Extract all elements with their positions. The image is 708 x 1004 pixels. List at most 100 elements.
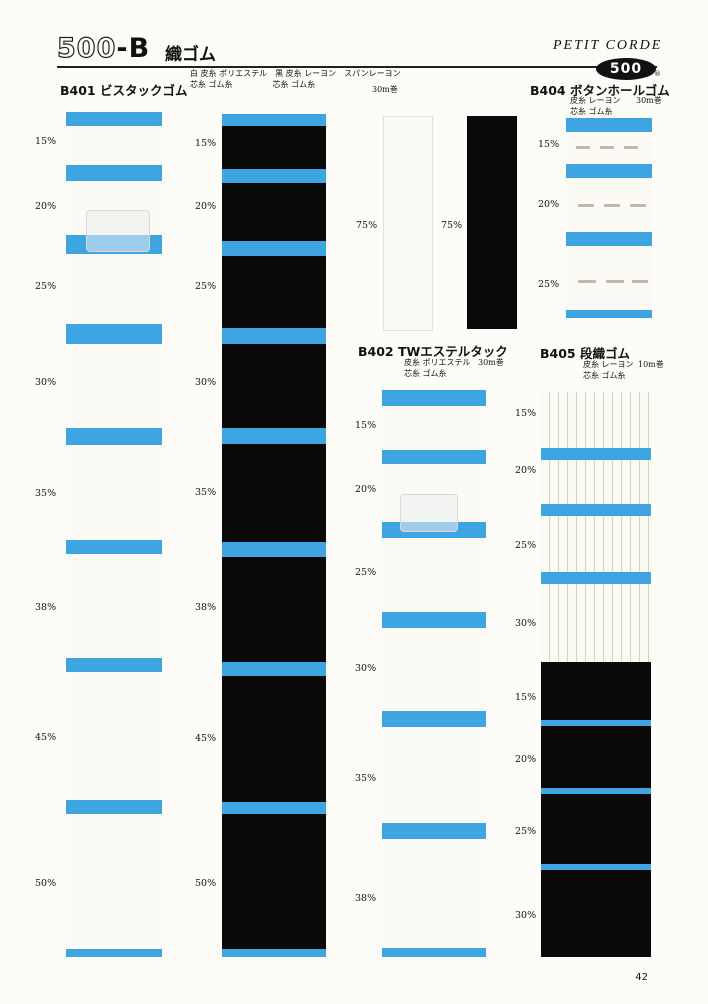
black-width-label: 50%: [195, 878, 217, 889]
b405-spec-outer: 皮糸 レーヨン: [583, 360, 634, 369]
black-width-label: 45%: [195, 733, 217, 744]
blue-divider: [382, 390, 486, 406]
b405-black-section: [541, 662, 651, 957]
b405-width-label: 15%: [515, 408, 537, 419]
blue-divider: [222, 428, 326, 444]
spec-line-1: 白 皮糸 ポリエステル 黒 皮糸 レーヨン スパンレーヨン: [190, 69, 401, 78]
blue-divider: [66, 800, 162, 814]
b401-width-label: 25%: [35, 281, 57, 292]
b404-card: [566, 118, 652, 318]
b405-width-label: 30%: [515, 618, 537, 629]
b401-width-label: 15%: [35, 136, 57, 147]
b405-width-label: 25%: [515, 826, 537, 837]
buttonhole: [578, 280, 596, 283]
b404-spec-core: 芯糸 ゴム糸: [570, 107, 613, 116]
blue-divider: [541, 572, 651, 584]
blue-divider: [66, 658, 162, 672]
buttonhole: [604, 204, 620, 207]
blue-divider: [222, 114, 326, 126]
black-width-label: 25%: [195, 281, 217, 292]
blue-divider: [566, 232, 652, 246]
b402-width-label: 25%: [355, 567, 377, 578]
buttonhole: [606, 280, 624, 283]
blue-divider: [222, 662, 326, 676]
blue-divider: [541, 788, 651, 794]
blue-divider: [222, 169, 326, 183]
black-width-label: 30%: [195, 377, 217, 388]
blue-divider: [66, 540, 162, 554]
blue-divider: [566, 310, 652, 318]
b402-spec-outer: 皮糸 ポリエステル: [404, 358, 471, 367]
b405-strip: [541, 392, 651, 957]
blue-divider: [222, 949, 326, 957]
buttonhole: [630, 204, 646, 207]
b404-title: B404 ボタンホールゴム: [530, 83, 670, 98]
b401-width-label: 45%: [35, 732, 57, 743]
blue-divider: [222, 802, 326, 814]
black-width-label: 38%: [195, 602, 217, 613]
b401-width-label: 50%: [35, 878, 57, 889]
span-white-width: 75%: [356, 220, 378, 231]
black-width-label: 15%: [195, 138, 217, 149]
b402-spec-core: 芯糸 ゴム糸: [404, 369, 447, 378]
blue-divider: [382, 823, 486, 839]
blue-divider: [566, 118, 652, 132]
black-width-label: 35%: [195, 487, 217, 498]
b402-width-label: 38%: [355, 893, 377, 904]
b404-width-label: 15%: [538, 139, 560, 150]
blue-divider: [66, 112, 162, 126]
black-elastic-strip: [222, 114, 326, 957]
b401-title: B401 ビスタックゴム: [60, 83, 188, 98]
blue-divider: [541, 504, 651, 516]
header-rule: [57, 66, 657, 68]
page-title: 織ゴム: [165, 45, 216, 65]
series-code: 500-B: [56, 32, 151, 64]
blue-divider: [222, 542, 326, 557]
buttonhole: [578, 204, 594, 207]
b401-width-label: 38%: [35, 602, 57, 613]
plastic-clip: [86, 210, 150, 252]
series-number: 500: [56, 32, 117, 64]
spec-line-2: 芯糸 ゴム糸 芯糸 ゴム糸: [190, 80, 316, 89]
b404-spec-outer: 皮糸 レーヨン: [570, 96, 621, 105]
b405-width-label: 25%: [515, 540, 537, 551]
b401-width-label: 35%: [35, 488, 57, 499]
plastic-clip: [400, 494, 458, 532]
b404-width-label: 20%: [538, 199, 560, 210]
b402-title: B402 TWエステルタック: [358, 344, 508, 359]
b405-roll: 10m巻: [638, 360, 664, 369]
buttonhole: [632, 280, 648, 283]
b405-width-label: 20%: [515, 754, 537, 765]
b401-strip: [66, 112, 162, 957]
b405-title: B405 段織ゴム: [540, 346, 630, 361]
b402-width-label: 20%: [355, 484, 377, 495]
b405-width-label: 30%: [515, 910, 537, 921]
series-suffix: -B: [116, 33, 151, 64]
blue-divider: [66, 949, 162, 957]
b405-white-ribbed: [541, 392, 651, 662]
blue-divider: [541, 720, 651, 726]
b404-strip: [566, 118, 652, 318]
b401-width-label: 30%: [35, 377, 57, 388]
black-width-label: 20%: [195, 201, 217, 212]
blue-divider: [541, 448, 651, 460]
b404-roll: 30m巻: [636, 96, 662, 105]
b405-width-label: 20%: [515, 465, 537, 476]
page-number: 42: [635, 972, 648, 983]
b402-roll: 30m巻: [478, 358, 504, 367]
blue-divider: [66, 324, 162, 344]
brand-name: PETIT CORDE: [553, 38, 663, 53]
blue-divider: [382, 450, 486, 464]
blue-divider: [222, 241, 326, 256]
blue-divider: [66, 428, 162, 445]
buttonhole: [600, 146, 614, 149]
blue-divider: [541, 864, 651, 870]
b405-width-label: 15%: [515, 692, 537, 703]
b402-width-label: 15%: [355, 420, 377, 431]
blue-divider: [382, 948, 486, 957]
blue-divider: [566, 164, 652, 178]
blue-divider: [222, 328, 326, 344]
b405-spec-core: 芯糸 ゴム糸: [583, 371, 626, 380]
b402-width-label: 30%: [355, 663, 377, 674]
blue-divider: [66, 165, 162, 181]
